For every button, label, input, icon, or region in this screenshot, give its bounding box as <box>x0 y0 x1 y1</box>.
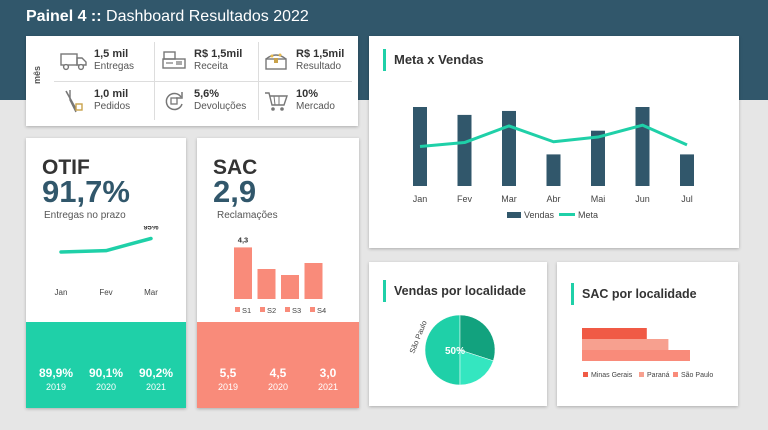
pie-slice <box>459 314 496 362</box>
order-tools-icon <box>60 89 88 113</box>
legend-label: São Paulo <box>681 372 713 379</box>
treasure-chest-icon <box>262 49 290 73</box>
kpi-devolucoes: 5,6% Devoluções <box>160 88 246 113</box>
legend-swatch <box>310 307 315 312</box>
legend-label: S1 <box>242 306 251 315</box>
meta-x-vendas-title: Meta x Vendas <box>383 49 484 71</box>
vendas-bar <box>502 110 516 186</box>
legend-label: S3 <box>292 306 301 315</box>
shopping-cart-icon <box>262 89 290 113</box>
vendas-bar <box>680 154 694 186</box>
sac-bar <box>234 247 252 299</box>
kpi-resultado: R$ 1,5mil Resultado <box>262 48 344 73</box>
legend-vendas-swatch <box>507 212 521 218</box>
legend-meta-swatch <box>559 213 575 216</box>
vendas-localidade-pie: 50%São Paulo <box>408 314 496 386</box>
x-tick-label: Jan <box>413 194 428 204</box>
pie-slice <box>459 349 494 386</box>
sac-value: 2,9 <box>213 174 257 209</box>
sac-bar <box>257 269 276 299</box>
otif-line <box>59 236 153 254</box>
vendas-bar <box>457 114 472 186</box>
legend-swatch <box>235 307 240 312</box>
x-tick-label: Jun <box>635 194 650 204</box>
period-label: mês <box>32 65 42 84</box>
sac-bar <box>304 263 323 299</box>
return-cycle-icon <box>160 89 188 113</box>
otif-value: 91,7% <box>42 174 130 209</box>
legend-label: S2 <box>267 306 276 315</box>
x-tick-label: Jan <box>55 288 68 297</box>
delivery-truck-icon <box>60 49 88 73</box>
legend-meta-label: Meta <box>578 210 598 220</box>
otif-year-2021: 90,2% 2021 <box>138 366 174 392</box>
sac-year-2019: 5,5 2019 <box>217 366 239 392</box>
meta-line <box>419 123 688 148</box>
vendas-bar <box>591 130 605 186</box>
sac-bar <box>281 275 299 299</box>
sac-card: SAC 2,9 Reclamações 4,3 S1 S2 S3 S4 5,5 2019 … <box>197 138 359 408</box>
sac-footer: 5,5 2019 4,5 2020 3,0 2021 <box>197 322 359 408</box>
page-title: Painel 4 :: Dashboard Resultados 2022 <box>26 8 309 25</box>
kpi-entregas: 1,5 mil Entregas <box>60 48 134 73</box>
legend-swatch <box>639 372 644 377</box>
legend-swatch <box>673 372 678 377</box>
x-tick-label: Fev <box>99 288 112 297</box>
otif-name: OTIF <box>42 156 90 179</box>
x-tick-label: Abr <box>546 194 560 204</box>
otif-peak-label: 95% <box>143 226 158 232</box>
sac-localidade-card: SAC por localidade Minas Gerais Paraná São… <box>557 262 738 406</box>
x-tick-label: Mar <box>501 194 517 204</box>
legend-label: S4 <box>317 306 326 315</box>
pie-slice <box>424 314 461 386</box>
vendas-localidade-card: Vendas por localidade 50% São Paulo <box>369 262 547 406</box>
sac-localidade-title: SAC por localidade <box>571 283 697 305</box>
x-tick-label: Mai <box>591 194 606 204</box>
x-tick-label: Fev <box>457 194 473 204</box>
meta-x-vendas-chart: Jan Fev Mar Abr Mai Jun Jul Vendas Meta <box>413 107 694 220</box>
x-tick-label: Jul <box>681 194 693 204</box>
legend-label: Minas Gerais <box>591 372 633 379</box>
pie-data-label: 50% <box>445 346 465 357</box>
sac-name: SAC <box>213 156 258 179</box>
sac-localidade-bar <box>582 350 690 361</box>
sac-subtitle: Reclamações <box>217 210 278 221</box>
vendas-bar <box>546 154 561 186</box>
kpi-receita: R$ 1,5mil Receita <box>160 48 242 73</box>
vendas-bar <box>635 107 650 186</box>
sac-bar-label: 4,3 <box>238 235 248 244</box>
kpi-summary-card: mês 1,5 mil Entregas R$ 1,5mil Receita R$ … <box>26 36 358 126</box>
legend-vendas-label: Vendas <box>524 210 555 220</box>
legend-swatch <box>260 307 265 312</box>
legend-swatch <box>583 372 588 377</box>
sac-bar-chart: 4,3 S1 S2 S3 S4 <box>234 235 326 315</box>
kpi-mercado: 10% Mercado <box>262 88 335 113</box>
otif-card: OTIF 91,7% Entregas no prazo 95% Jan Fev Ma… <box>26 138 186 408</box>
x-tick-label: Mar <box>144 288 158 297</box>
sac-localidade-chart: Minas Gerais Paraná São Paulo <box>582 328 713 379</box>
sac-year-2020: 4,5 2020 <box>267 366 289 392</box>
vendas-localidade-title: Vendas por localidade <box>383 280 526 302</box>
sac-localidade-bar <box>582 339 669 350</box>
sac-year-2021: 3,0 2021 <box>317 366 339 392</box>
otif-year-2019: 89,9% 2019 <box>38 366 74 392</box>
kpi-pedidos: 1,0 mil Pedidos <box>60 88 130 113</box>
otif-year-2020: 90,1% 2020 <box>88 366 124 392</box>
legend-swatch <box>285 307 290 312</box>
cash-register-icon <box>160 49 188 73</box>
meta-x-vendas-card: Meta x Vendas Jan Fev Mar Abr Mai Jun Jul Venda… <box>369 36 739 248</box>
otif-subtitle: Entregas no prazo <box>44 210 126 221</box>
otif-footer: 89,9% 2019 90,1% 2020 90,2% 2021 <box>26 322 186 408</box>
otif-line-chart: 95% Jan Fev Mar <box>55 226 159 297</box>
sac-localidade-bar <box>582 328 647 339</box>
legend-label: Paraná <box>647 372 670 379</box>
